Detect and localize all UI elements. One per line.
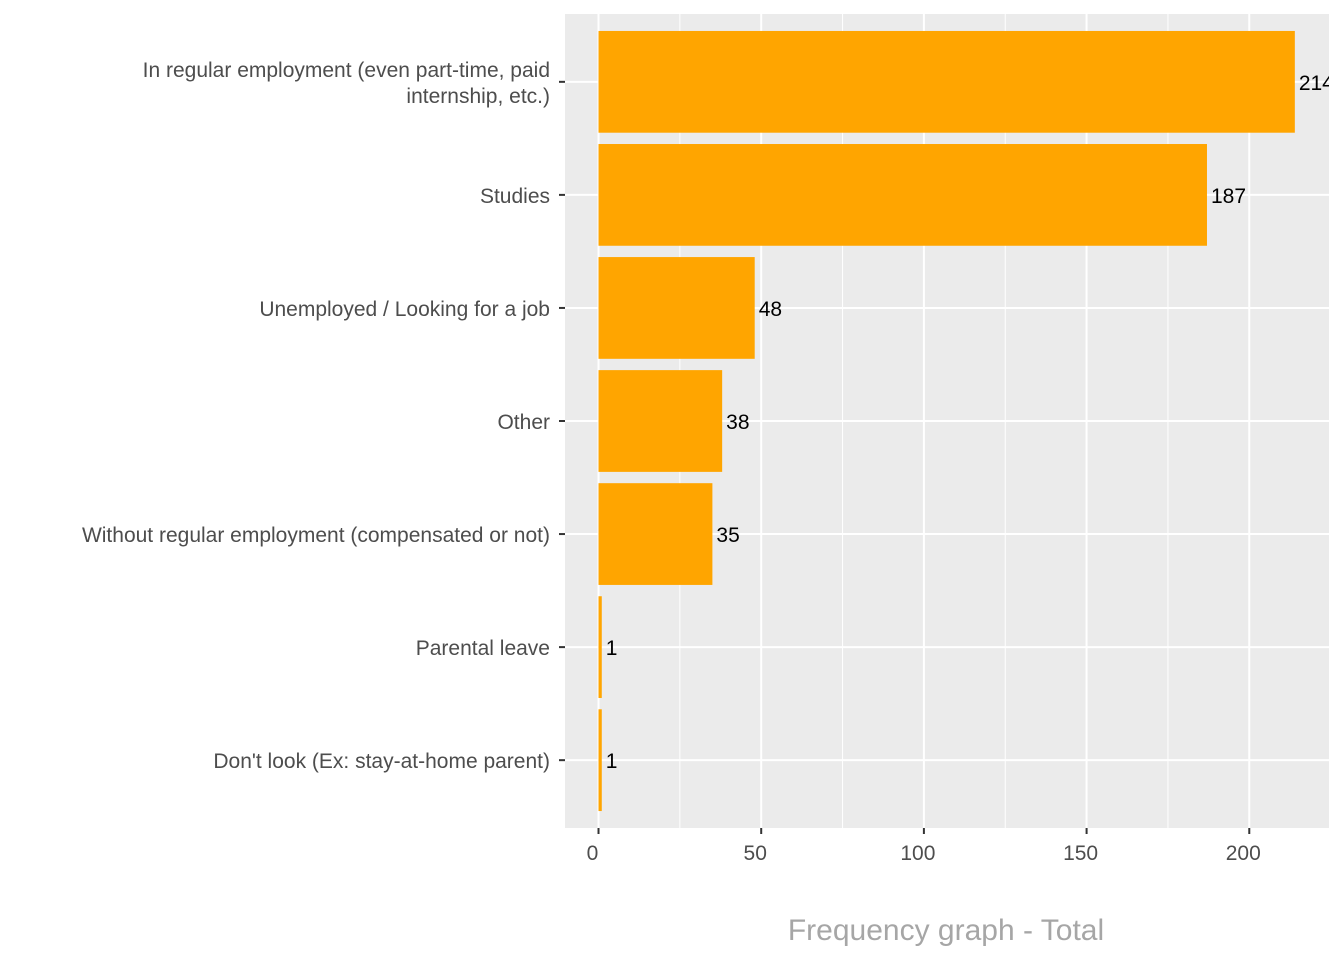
chart-title: Frequency graph - Total — [788, 914, 1104, 947]
value-label: 187 — [1211, 185, 1246, 208]
value-label: 38 — [726, 411, 749, 434]
value-label: 1 — [606, 750, 618, 773]
value-label: 48 — [759, 298, 782, 321]
bar — [598, 30, 1295, 133]
x-tick-label: 50 — [744, 842, 767, 865]
value-label: 214 — [1299, 72, 1334, 95]
y-tick-label: Unemployed / Looking for a job — [259, 298, 550, 321]
bar — [598, 257, 755, 359]
x-tick-label: 150 — [1063, 842, 1098, 865]
y-tick-label: Without regular employment (compensated … — [82, 524, 550, 547]
x-tick-label: 0 — [587, 842, 599, 865]
y-tick-label: Parental leave — [416, 637, 550, 660]
y-tick-label: Don't look (Ex: stay-at-home parent) — [213, 750, 550, 773]
bar — [598, 370, 723, 472]
y-tick-label: Studies — [480, 185, 550, 208]
x-tick-label: 100 — [900, 842, 935, 865]
value-label: 1 — [606, 637, 618, 660]
value-label: 35 — [716, 524, 739, 547]
y-tick-label: internship, etc.) — [406, 85, 550, 108]
bar — [598, 596, 602, 698]
bar — [598, 709, 602, 812]
y-tick-label: In regular employment (even part-time, p… — [143, 59, 550, 82]
bar — [598, 483, 713, 585]
y-tick-label: Other — [497, 411, 550, 434]
x-tick-label: 200 — [1226, 842, 1261, 865]
bar — [598, 144, 1207, 246]
